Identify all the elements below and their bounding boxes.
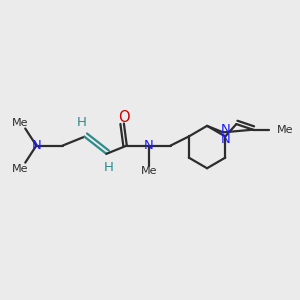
Text: Me: Me	[140, 166, 157, 176]
Text: H: H	[77, 116, 87, 129]
Text: N: N	[32, 139, 41, 152]
Text: N: N	[220, 124, 230, 136]
Text: Me: Me	[277, 125, 294, 135]
Text: H: H	[104, 161, 114, 175]
Text: N: N	[220, 133, 230, 146]
Text: Me: Me	[12, 118, 28, 128]
Text: Me: Me	[12, 164, 28, 173]
Text: O: O	[118, 110, 130, 124]
Text: N: N	[144, 139, 154, 152]
